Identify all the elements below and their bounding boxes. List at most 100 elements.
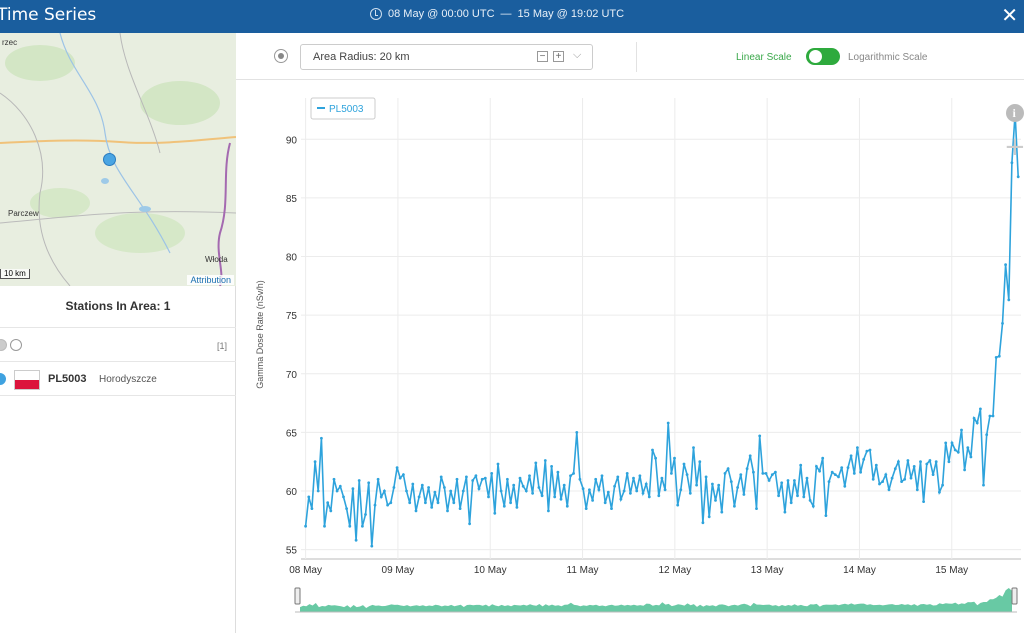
grid xyxy=(301,98,1021,560)
data-point xyxy=(789,501,793,505)
data-point xyxy=(821,456,825,460)
station-radio[interactable] xyxy=(0,373,6,385)
data-point xyxy=(1010,161,1014,165)
data-point xyxy=(846,466,850,469)
data-point xyxy=(774,470,777,474)
navigator-handle-right[interactable] xyxy=(1011,587,1018,605)
data-point xyxy=(348,524,352,528)
data-point xyxy=(925,462,929,466)
x-tick-label: 10 May xyxy=(474,565,507,576)
navigator-handle-left[interactable] xyxy=(294,587,301,605)
data-point xyxy=(878,482,881,486)
data-point xyxy=(468,522,471,526)
data-point xyxy=(931,473,935,476)
y-axis-ticks: 55 60 65 70 75 80 85 90 xyxy=(286,135,298,556)
data-point xyxy=(553,495,557,499)
data-point xyxy=(938,490,941,494)
data-point xyxy=(922,500,925,503)
data-point xyxy=(960,428,963,432)
data-point xyxy=(496,462,500,466)
divider xyxy=(636,42,637,72)
minus-icon[interactable]: − xyxy=(537,51,548,62)
data-point xyxy=(733,504,736,508)
data-point xyxy=(985,433,989,437)
data-point xyxy=(458,507,462,510)
data-point xyxy=(342,495,345,499)
data-point xyxy=(647,495,651,499)
data-point xyxy=(956,450,960,454)
data-point xyxy=(386,503,389,507)
x-tick-label: 11 May xyxy=(567,565,599,576)
series-line-pl5003[interactable] xyxy=(304,113,1019,547)
data-point xyxy=(988,414,992,418)
y-tick-label: 60 xyxy=(286,487,298,498)
data-point xyxy=(443,486,446,489)
data-point xyxy=(521,484,525,488)
data-point xyxy=(351,487,355,491)
data-point xyxy=(531,491,534,495)
data-point xyxy=(827,480,831,483)
data-point xyxy=(843,484,847,488)
area-radius-select[interactable]: Area Radius: 20 km − + ⌵ xyxy=(300,44,593,70)
data-point xyxy=(805,476,809,480)
data-point xyxy=(402,473,405,476)
data-point xyxy=(695,483,698,487)
add-icon[interactable]: + xyxy=(1004,132,1024,162)
data-point xyxy=(802,495,806,499)
time-series-chart[interactable]: 55 60 65 70 75 80 85 90 08 May 09 May 10 May 11 Ma… xyxy=(236,80,1024,633)
data-point xyxy=(515,506,519,509)
data-point xyxy=(616,475,620,479)
map[interactable]: rzec Parczew Włoda 10 km Attribution xyxy=(0,33,236,286)
data-point xyxy=(320,436,323,440)
select-none-radio[interactable] xyxy=(10,339,22,351)
data-point xyxy=(874,463,878,467)
linear-scale-label[interactable]: Linear Scale xyxy=(736,52,792,63)
data-point xyxy=(830,470,834,474)
select-all-radio[interactable] xyxy=(0,339,7,351)
time-range: 08 May @ 00:00 UTC — 15 May @ 19:02 UTC xyxy=(370,8,624,20)
data-point xyxy=(726,467,730,471)
x-axis-ticks: 08 May 09 May 10 May 11 May 12 May 13 May 14 M… xyxy=(289,565,968,576)
station-marker[interactable] xyxy=(103,153,116,166)
close-icon[interactable]: ✕ xyxy=(1001,5,1018,27)
data-point xyxy=(603,501,607,505)
station-count: [1] xyxy=(216,341,227,351)
data-point xyxy=(720,510,724,514)
data-point xyxy=(398,476,402,480)
data-point xyxy=(871,477,875,481)
scale-toggle[interactable] xyxy=(806,48,840,65)
data-point xyxy=(934,460,938,464)
data-point xyxy=(824,514,828,517)
data-point xyxy=(761,472,765,475)
data-point xyxy=(588,488,591,492)
logarithmic-scale-label[interactable]: Logarithmic Scale xyxy=(848,52,928,63)
target-icon[interactable] xyxy=(274,49,288,63)
station-name: Horodyszcze xyxy=(99,374,157,385)
legend-label: PL5003 xyxy=(329,104,364,115)
data-point xyxy=(701,521,705,525)
data-point xyxy=(455,477,459,481)
data-point xyxy=(856,446,859,449)
y-tick-label: 90 xyxy=(286,135,298,146)
data-point xyxy=(963,468,966,472)
map-attribution-link[interactable]: Attribution xyxy=(187,275,234,285)
legend[interactable]: PL5003 xyxy=(310,97,376,120)
map-label: Parczew xyxy=(8,209,39,218)
data-point xyxy=(670,472,673,475)
navigator-area xyxy=(300,588,1012,612)
y-tick-label: 75 xyxy=(286,311,298,322)
info-icon[interactable]: i xyxy=(1006,104,1024,122)
data-point xyxy=(575,431,579,434)
stations-title: Stations In Area: 1 xyxy=(65,299,171,313)
data-point xyxy=(950,441,954,445)
divider xyxy=(0,327,236,328)
data-point xyxy=(600,474,604,478)
data-point xyxy=(793,479,796,482)
data-point xyxy=(811,504,815,508)
data-point xyxy=(736,486,739,489)
chevron-down-icon[interactable]: ⌵ xyxy=(573,49,582,61)
data-point xyxy=(868,448,872,452)
data-point xyxy=(1001,322,1004,325)
plus-icon[interactable]: + xyxy=(553,51,564,62)
navigator[interactable] xyxy=(294,587,1018,613)
